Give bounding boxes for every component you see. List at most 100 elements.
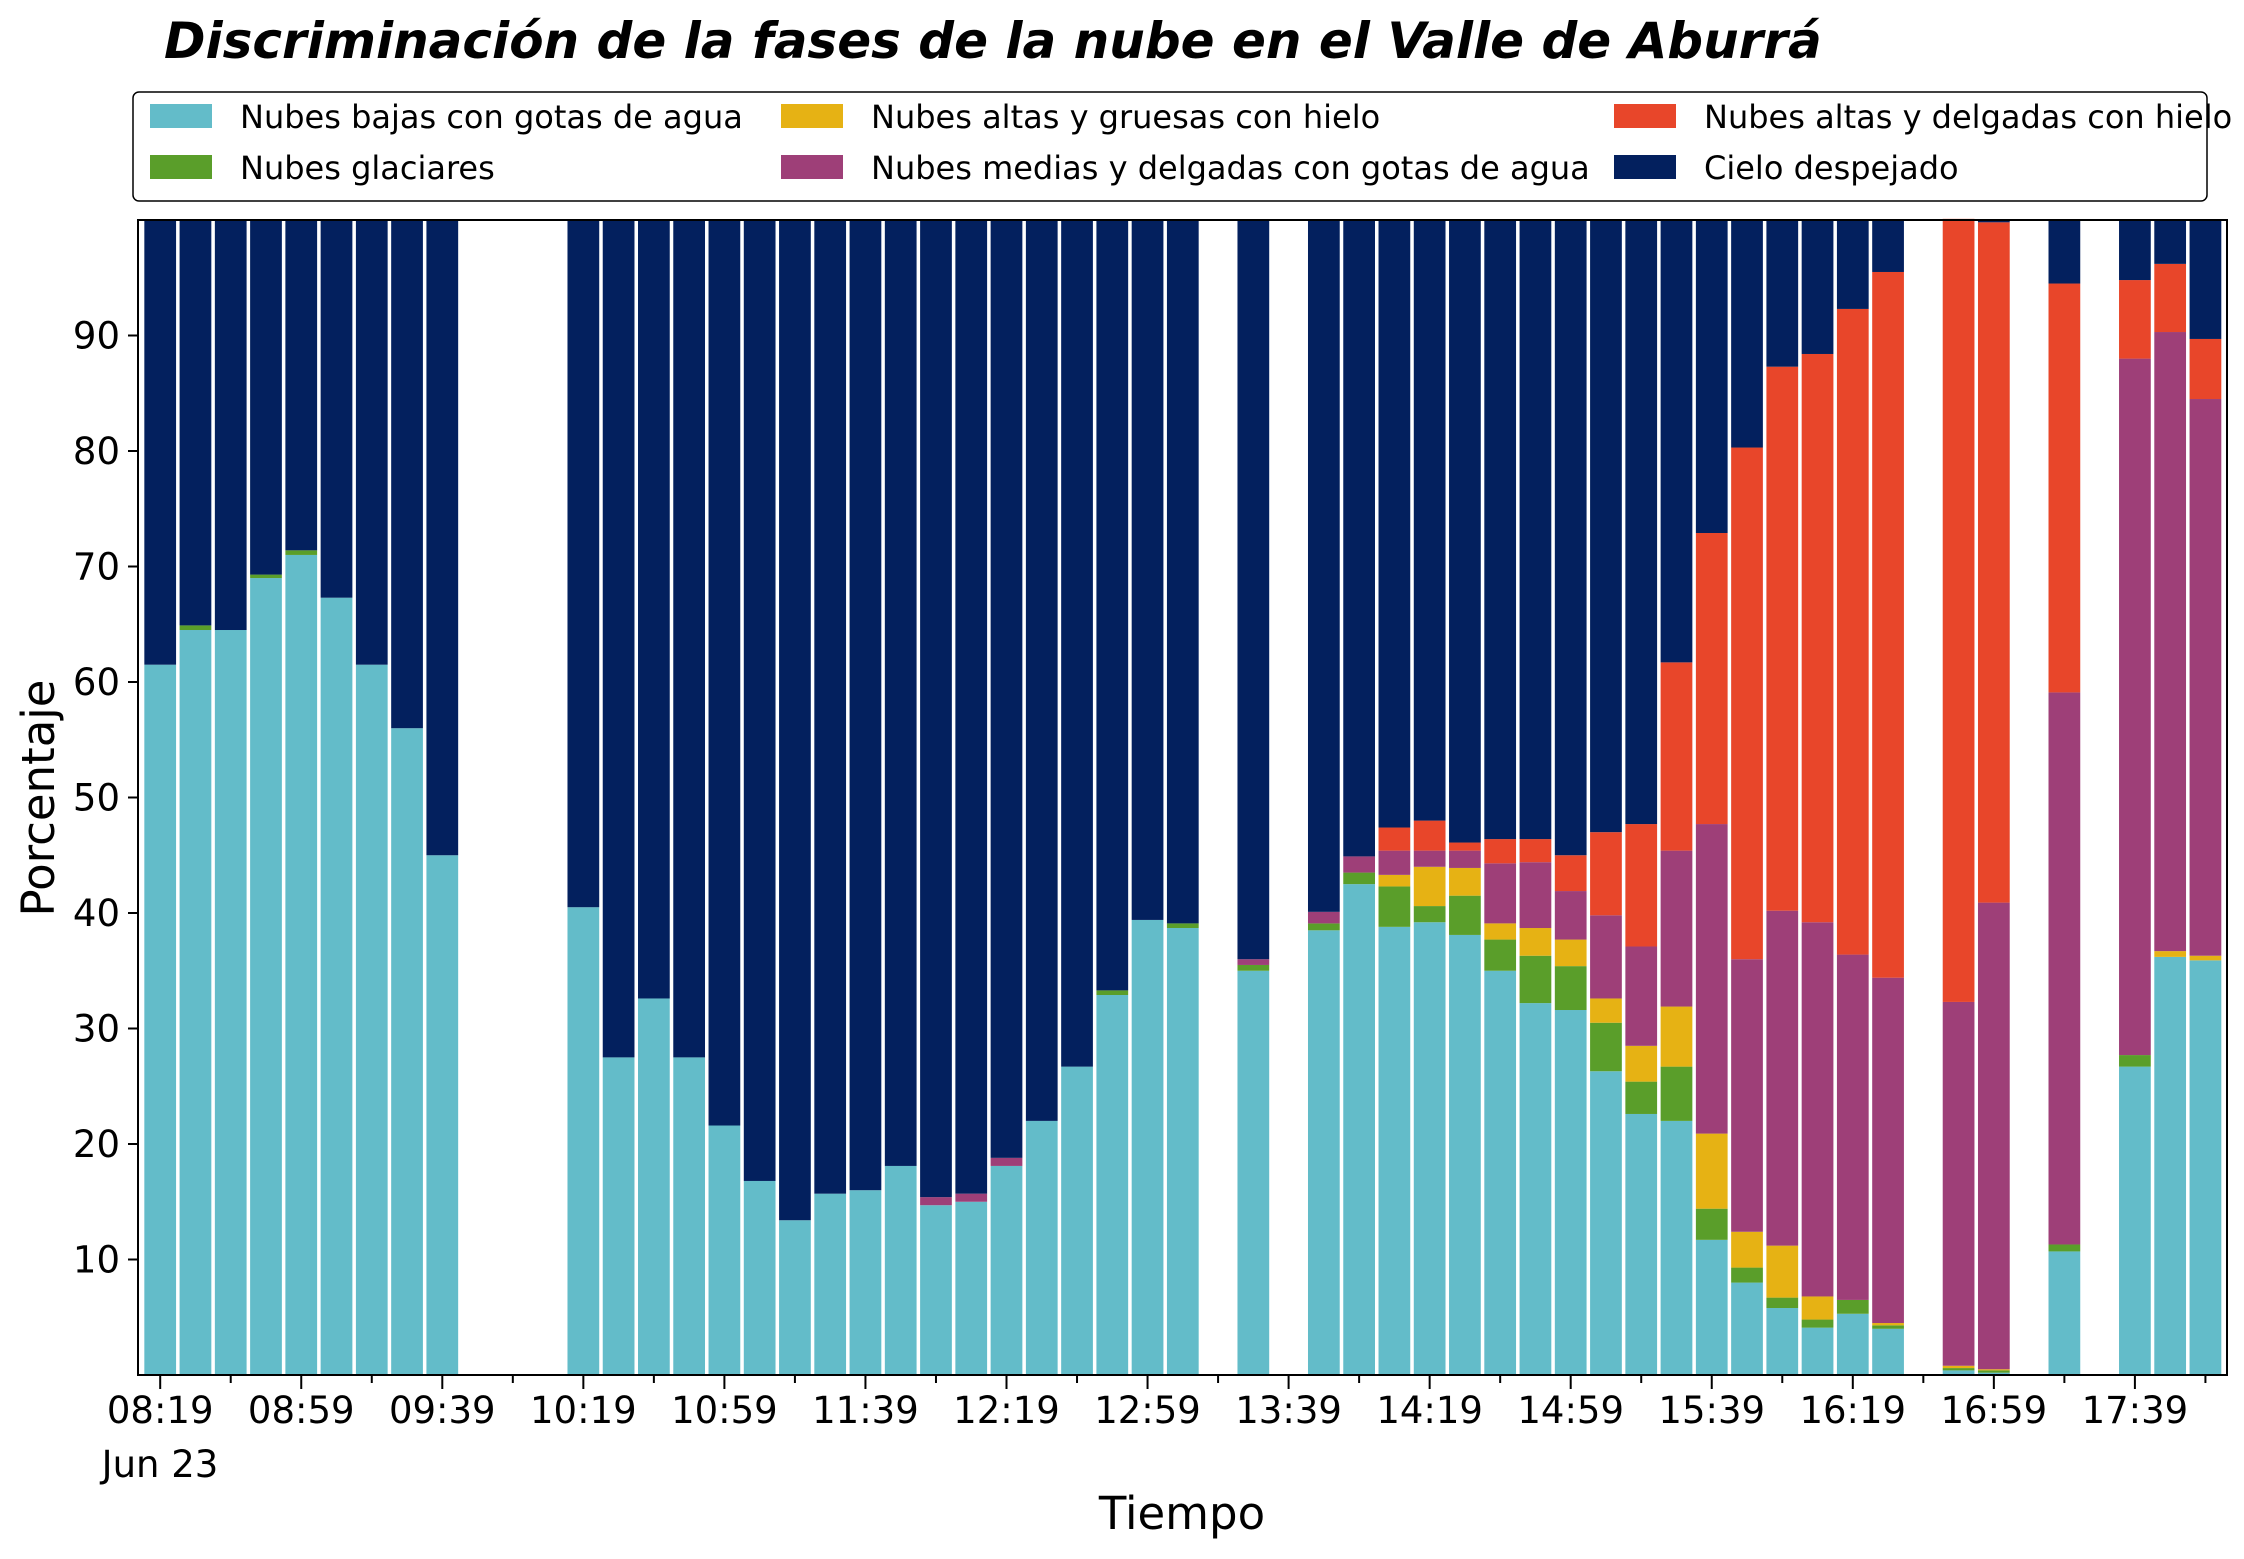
bar-segment xyxy=(884,220,917,1166)
bar-segment xyxy=(1378,874,1411,887)
bar-segment xyxy=(179,630,212,1375)
bar-segment xyxy=(1378,827,1411,851)
bar-segment xyxy=(1025,1120,1058,1375)
bar-segment xyxy=(1731,1231,1763,1268)
bar-segment xyxy=(1660,1006,1693,1067)
bar-segment xyxy=(320,220,353,598)
bar-segment xyxy=(1590,1022,1622,1072)
bar-segment xyxy=(2048,1251,2081,1375)
bar-segment xyxy=(1166,220,1199,924)
bar-segment xyxy=(673,1057,706,1376)
bar-segment xyxy=(2189,955,2222,961)
bar-segment xyxy=(708,220,741,1126)
bar-segment xyxy=(1625,1045,1658,1082)
bar-segment xyxy=(1449,842,1481,851)
legend-items: Nubes bajas con gotas de agua Nubes glaci… xyxy=(150,98,2232,187)
bar-segment xyxy=(567,907,600,1375)
bar-segment xyxy=(990,1157,1023,1166)
bar-segment xyxy=(1660,1066,1693,1121)
bar-segment xyxy=(1096,990,1129,995)
y-tick-label: 10 xyxy=(73,1239,120,1282)
y-tick-label: 40 xyxy=(73,892,120,935)
bar-segment xyxy=(743,220,776,1181)
bar-segment xyxy=(1801,220,1834,354)
bar-segment xyxy=(1343,884,1375,1376)
bar-segment xyxy=(1554,1010,1587,1375)
bar-segment xyxy=(1554,966,1587,1011)
y-axis-title: Porcentaje xyxy=(12,680,65,917)
bar-segment xyxy=(1061,1066,1093,1375)
bar-segment xyxy=(955,1193,988,1202)
bar-segment xyxy=(1519,928,1552,956)
bar-segment xyxy=(1484,923,1517,940)
bar-segment xyxy=(2119,220,2151,281)
bar-segment xyxy=(2048,1244,2081,1252)
x-tick-label: 11:39 xyxy=(812,1389,919,1432)
bar-segment xyxy=(1660,1120,1693,1375)
y-tick-label: 30 xyxy=(73,1008,120,1051)
bar-segment xyxy=(990,1165,1023,1375)
bar-segment xyxy=(1378,220,1411,828)
bar-segment xyxy=(1977,222,2010,903)
bar-segment xyxy=(1801,1296,1834,1320)
bar-segment xyxy=(1660,220,1693,663)
bar-segment xyxy=(1872,977,1904,1324)
bar-segment xyxy=(2154,263,2187,333)
bar-segment xyxy=(2048,692,2081,1245)
legend-label: Nubes altas y gruesas con hielo xyxy=(871,98,1380,136)
bar-segment xyxy=(1237,220,1270,960)
bar-segment xyxy=(426,855,459,1375)
bar-segment xyxy=(1413,922,1446,1375)
bar-segment xyxy=(1343,220,1375,857)
legend: Nubes bajas con gotas de agua Nubes glaci… xyxy=(132,91,2232,202)
y-tick-label: 50 xyxy=(73,777,120,820)
legend-swatch xyxy=(150,104,212,128)
bar-segment xyxy=(1590,832,1622,916)
bar-segment xyxy=(1378,886,1411,927)
bar-segment xyxy=(1766,1245,1799,1298)
bar-segment xyxy=(1836,220,1869,309)
x-tick-label: 09:39 xyxy=(389,1389,496,1432)
bar-segment xyxy=(1519,839,1552,863)
bar-segment xyxy=(1554,855,1587,892)
bar-segment xyxy=(602,220,635,1058)
bar-segment xyxy=(1590,1071,1622,1375)
bar-segment xyxy=(1449,934,1481,1375)
bar-segment xyxy=(1096,995,1129,1375)
bar-segment xyxy=(2189,960,2222,1375)
bar-segment xyxy=(1942,1365,1975,1369)
x-tick-label: 10:19 xyxy=(530,1389,637,1432)
bar-segment xyxy=(1166,923,1199,929)
bar-segment xyxy=(1766,366,1799,911)
bar-segment xyxy=(1449,867,1481,896)
bar-segment xyxy=(638,220,670,999)
bar-segment xyxy=(1625,946,1658,1046)
bar-segment xyxy=(285,550,318,555)
bar-segment xyxy=(955,1201,988,1375)
x-tick-label: 12:59 xyxy=(1094,1389,1201,1432)
bar-segment xyxy=(814,220,847,1194)
bar-segment xyxy=(1766,1308,1799,1375)
bar-segment xyxy=(1625,220,1658,825)
bar-segment xyxy=(2154,220,2187,264)
legend-swatch xyxy=(781,155,843,179)
bar-segment xyxy=(1519,1003,1552,1375)
bar-segment xyxy=(426,220,459,856)
bar-segment xyxy=(1695,220,1728,533)
bar-segment xyxy=(1836,954,1869,1300)
bar-segment xyxy=(1025,220,1058,1121)
bar-segment xyxy=(2154,951,2187,957)
bar-segment xyxy=(955,220,988,1194)
bar-segment xyxy=(1872,271,1904,978)
bar-segment xyxy=(1484,220,1517,840)
bar-segment xyxy=(250,578,282,1375)
bar-segment xyxy=(1413,220,1446,821)
bar-segment xyxy=(1872,220,1904,272)
y-tick-label: 20 xyxy=(73,1123,120,1166)
bar-segment xyxy=(1801,353,1834,923)
bar-segment xyxy=(638,998,670,1375)
x-tick-label: 14:59 xyxy=(1517,1389,1624,1432)
bar-segment xyxy=(1590,220,1622,833)
bar-segment xyxy=(1977,1370,2010,1373)
